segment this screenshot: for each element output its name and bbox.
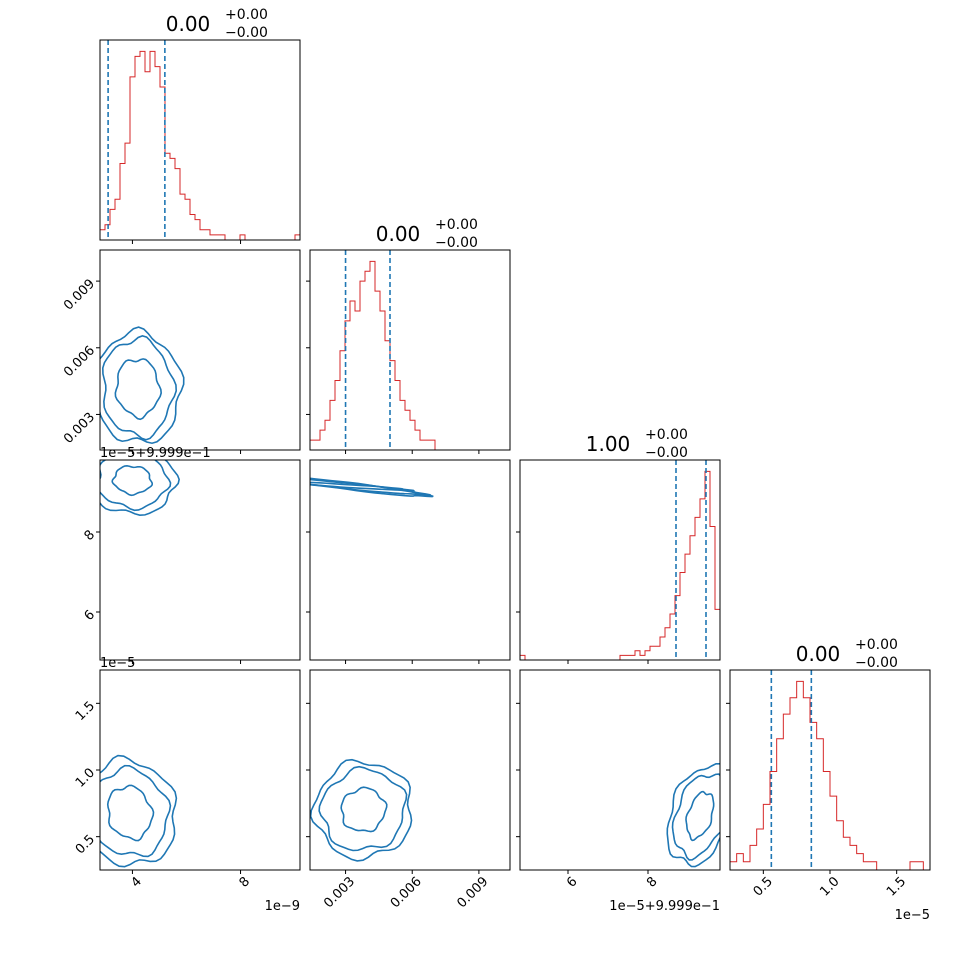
contour-level-0 [340, 786, 388, 833]
title-lower-error-0: −0.00 [225, 25, 268, 41]
title-value-2: 1.00 [586, 432, 631, 456]
title-lower-error-2: −0.00 [645, 445, 688, 461]
y-tick-label-row2_y: 6 [82, 607, 98, 623]
panel-frame-r3-c3 [729, 669, 931, 871]
x-tick-label-col0_x: 8 [237, 874, 253, 890]
title-value-1: 0.00 [376, 222, 421, 246]
y-tick-label-row1_y: 0.006 [61, 343, 98, 380]
panel-frame-r1-c0 [99, 249, 301, 451]
offset-text-row2-y: 1e−5+9.999e−1 [100, 446, 211, 461]
panel-frame-r3-c2 [519, 669, 721, 871]
offset-text-row3-y: 1e−5 [100, 656, 135, 671]
offset-text-col3-x: 1e−5 [895, 908, 930, 923]
contour-level-1 [100, 764, 172, 858]
x-tick-label-col3_x: 1.0 [817, 874, 842, 899]
panel-frame-r1-c1 [309, 249, 511, 451]
title-lower-error-1: −0.00 [435, 235, 478, 251]
x-tick-label-col2_x: 8 [644, 874, 660, 890]
diagonal-title-2: 1.00 +0.00 −0.00 [586, 427, 688, 461]
title-upper-error-0: +0.00 [225, 7, 268, 23]
title-upper-error-3: +0.00 [855, 637, 898, 653]
y-tick-label-row2_y: 8 [82, 527, 98, 543]
histogram-param3 [730, 670, 930, 870]
contour-level-2 [310, 758, 413, 862]
diagonal-title-1: 0.00 +0.00 −0.00 [376, 217, 478, 251]
panel-frame-r3-c1 [309, 669, 511, 871]
contour-param0-param3 [100, 754, 178, 868]
histogram-step-line [520, 470, 720, 660]
y-tick-label-row1_y: 0.003 [61, 410, 98, 447]
x-tick-label-col1_x: 0.006 [388, 874, 425, 911]
diagonal-title-0: 0.00 +0.00 −0.00 [166, 7, 268, 41]
offset-text-col0-x: 1e−9 [265, 899, 300, 914]
histogram-param0 [100, 40, 300, 240]
contour-level-2 [100, 754, 178, 868]
x-tick-label-col0_x: 4 [129, 874, 145, 890]
contour-level-1 [310, 478, 432, 496]
contour-level-0 [685, 790, 715, 842]
x-tick-label-col2_x: 6 [564, 874, 580, 890]
contour-level-0 [106, 784, 155, 842]
y-tick-label-row3_y: 0.5 [73, 832, 98, 857]
contour-param1-param2 [310, 477, 434, 498]
title-upper-error-2: +0.00 [645, 427, 688, 443]
offset-text-col2-x: 1e−5+9.999e−1 [609, 899, 720, 914]
y-tick-label-row3_y: 1.5 [73, 699, 98, 724]
title-value-0: 0.00 [166, 12, 211, 36]
contour-level-2 [100, 460, 180, 516]
panel-frame-r2-c1 [309, 459, 511, 661]
x-tick-label-col3_x: 0.5 [751, 874, 776, 899]
title-upper-error-1: +0.00 [435, 217, 478, 233]
panel-frame-r2-c2 [519, 459, 721, 661]
contour-level-1 [318, 765, 408, 852]
contour-level-1 [101, 334, 178, 441]
title-value-3: 0.00 [796, 642, 841, 666]
panel-frame-r2-c0 [99, 459, 301, 661]
contour-level-0 [114, 358, 162, 421]
panel-frame-r0-c0 [99, 39, 301, 241]
contour-param2-param3 [666, 762, 720, 868]
histogram-step-line [310, 260, 510, 450]
contour-param1-param3 [310, 758, 413, 862]
x-tick-label-col1_x: 0.009 [455, 874, 492, 911]
x-tick-label-col1_x: 0.003 [321, 874, 358, 911]
contour-level-2 [100, 326, 185, 445]
title-lower-error-3: −0.00 [855, 655, 898, 671]
histogram-step-line [100, 50, 300, 240]
histogram-step-line [730, 680, 930, 870]
contour-level-1 [671, 773, 720, 861]
histogram-param1 [310, 250, 510, 450]
contour-level-2 [310, 477, 434, 498]
panel-frame-r3-c0 [99, 669, 301, 871]
x-tick-label-col3_x: 1.5 [884, 874, 909, 899]
contour-level-0 [111, 464, 154, 497]
histogram-param2 [520, 460, 720, 660]
contour-level-2 [666, 762, 720, 868]
y-tick-label-row3_y: 1.0 [73, 765, 98, 790]
contour-param0-param1 [100, 326, 185, 445]
y-tick-label-row1_y: 0.009 [61, 277, 98, 314]
diagonal-title-3: 0.00 +0.00 −0.00 [796, 637, 898, 671]
